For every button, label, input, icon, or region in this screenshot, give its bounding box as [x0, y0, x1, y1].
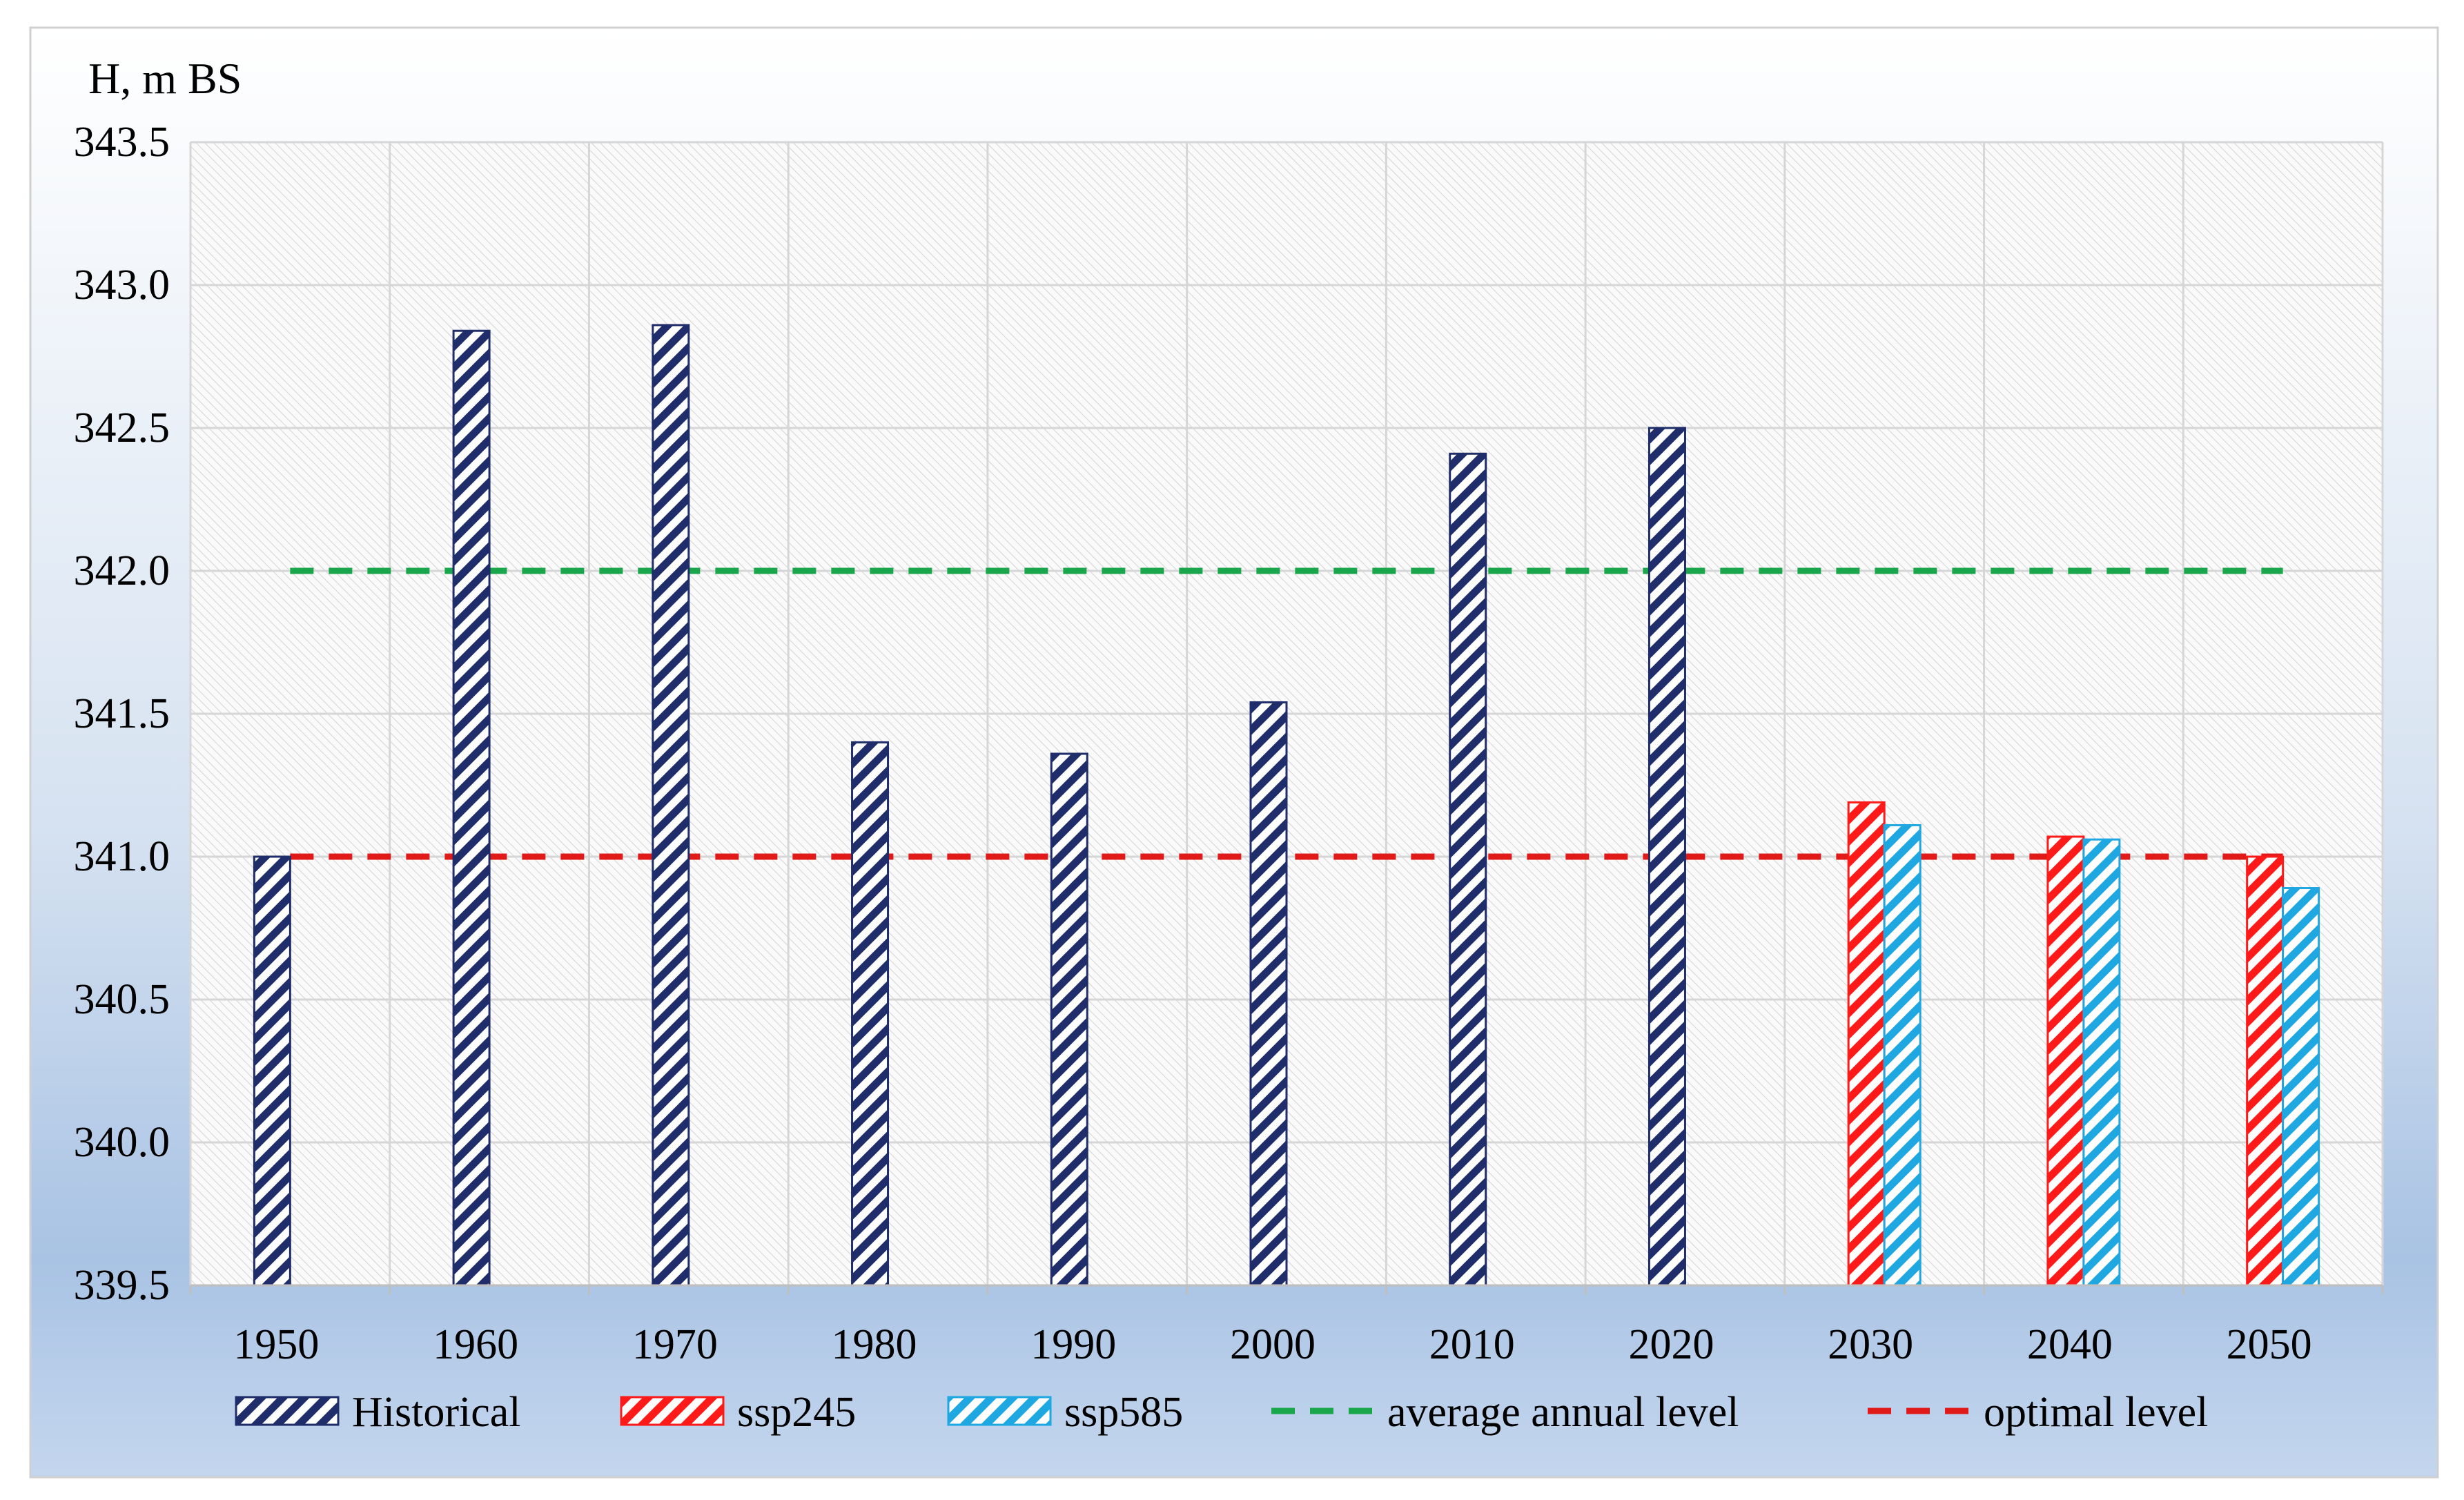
legend-label: ssp585: [1064, 1389, 1183, 1436]
bar-ssp585-2030: [1883, 824, 1922, 1287]
bar-historical-2010: [1449, 452, 1487, 1287]
y-tick-label: 341.5: [74, 690, 170, 737]
y-tick-label: 339.5: [74, 1262, 170, 1309]
legend-item-4: optimal level: [1868, 1389, 2208, 1436]
bar-ssp585-2050: [2282, 887, 2320, 1287]
bar-historical-1960: [452, 329, 491, 1287]
x-tick-label: 1980: [832, 1321, 917, 1368]
bar-historical-1970: [652, 324, 690, 1287]
bar-ssp245-2050: [2246, 855, 2285, 1287]
x-tick-label: 2010: [1429, 1321, 1515, 1368]
y-tick-label: 343.0: [74, 262, 170, 309]
y-tick-label: 342.0: [74, 547, 170, 594]
legend-label: Historical: [352, 1389, 521, 1436]
bars: [253, 324, 2320, 1287]
x-tick-label: 1970: [632, 1321, 718, 1368]
legend-swatch: [947, 1396, 1052, 1426]
y-tick-label: 343.5: [74, 119, 170, 166]
bar-ssp585-2040: [2082, 838, 2121, 1287]
y-tick-label: 342.5: [74, 405, 170, 451]
y-axis-label: H, m BS: [88, 54, 242, 103]
axes: 339.5 340.0 340.5 341.0 341.5 342.0 342.5 343.0…: [74, 119, 2384, 1368]
x-tick-label: 1950: [233, 1321, 319, 1368]
legend-label: average annual level: [1387, 1389, 1739, 1436]
bar-historical-2020: [1647, 427, 1686, 1287]
legend-label: optimal level: [1984, 1389, 2208, 1436]
x-tick-label: 2030: [1828, 1321, 1913, 1368]
x-tick-label: 1960: [433, 1321, 518, 1368]
grid-lines: [189, 141, 2384, 1287]
x-tick-label: 2020: [1628, 1321, 1714, 1368]
bar-ssp245-2030: [1847, 801, 1886, 1287]
legend-item-3: average annual level: [1271, 1389, 1739, 1436]
x-tick-label: 2000: [1230, 1321, 1316, 1368]
bar-historical-1950: [253, 855, 291, 1287]
legend-swatch: [620, 1396, 725, 1426]
y-tick-label: 340.0: [74, 1119, 170, 1166]
y-tick-label: 340.5: [74, 976, 170, 1023]
x-tick-label: 1990: [1030, 1321, 1116, 1368]
legend-label: ssp245: [737, 1389, 856, 1436]
legend: Historical ssp245 ssp585 average annual lev…: [235, 1389, 2208, 1436]
reference-lines: [290, 567, 2283, 860]
bar-historical-2000: [1249, 701, 1288, 1287]
y-tick-label: 341.0: [74, 833, 170, 880]
bar-ssp245-2040: [2046, 835, 2085, 1287]
x-tick-label: 2050: [2227, 1321, 2312, 1368]
legend-item-1: ssp245: [620, 1389, 856, 1436]
x-tick-label: 2040: [2027, 1321, 2113, 1368]
legend-item-2: ssp585: [947, 1389, 1183, 1436]
bar-historical-1990: [1050, 752, 1088, 1287]
bar-historical-1980: [851, 741, 890, 1287]
legend-item-0: Historical: [235, 1389, 521, 1436]
legend-swatch: [235, 1396, 340, 1426]
